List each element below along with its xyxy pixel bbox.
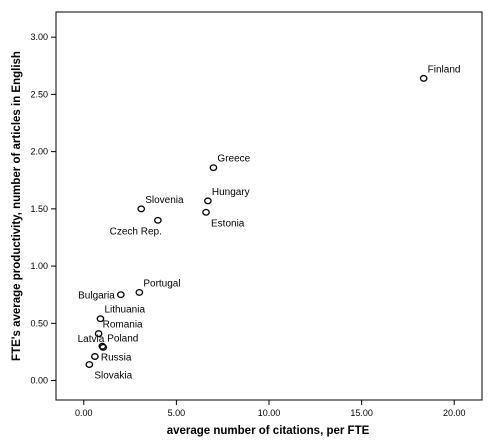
data-point: [99, 343, 108, 351]
point-label: Russia: [101, 353, 132, 364]
point-label: Finland: [428, 64, 461, 75]
data-point: [202, 208, 210, 216]
point-label: Poland: [107, 333, 138, 344]
x-tick-label: 0.00: [75, 408, 93, 418]
y-tick-label: 0.00: [30, 376, 48, 386]
y-tick-label: 2.50: [30, 89, 48, 99]
x-axis: 0.00 5.00 10.00 15.00 20.00: [75, 400, 465, 418]
point-label: Latvia: [78, 334, 105, 345]
y-tick-label: 2.00: [30, 147, 48, 157]
x-axis-title: average number of citations, per FTE: [167, 425, 370, 437]
point-label: Slovenia: [145, 195, 184, 206]
data-points: [85, 74, 428, 368]
y-axis-title: FTE's average productivity, number of ar…: [11, 51, 23, 361]
data-point: [85, 361, 94, 368]
data-point: [137, 205, 146, 213]
data-point: [98, 342, 107, 350]
point-label: Slovakia: [94, 371, 132, 382]
x-tick-label: 5.00: [168, 408, 186, 418]
point-label: Bulgaria: [78, 291, 115, 302]
data-point: [94, 330, 103, 338]
data-point: [419, 74, 428, 82]
point-label: Estonia: [211, 218, 245, 229]
x-tick-label: 15.00: [350, 408, 373, 418]
point-label: Greece: [217, 154, 250, 165]
data-point: [209, 164, 218, 172]
y-tick-label: 3.00: [30, 32, 48, 42]
data-point: [91, 353, 99, 360]
point-label: Czech Rep.: [110, 226, 162, 237]
x-tick-label: 10.00: [258, 408, 281, 418]
data-point: [116, 291, 125, 299]
point-label: Hungary: [212, 187, 250, 198]
y-axis: 0.00 0.50 1.00 1.50 2.00 2.50 3.00: [30, 32, 56, 386]
y-tick-label: 0.50: [30, 318, 48, 328]
point-label: Lithuania: [104, 305, 145, 316]
point-labels: Finland Greece Hungary Slovenia Estonia Czech…: [78, 64, 461, 381]
x-tick-label: 20.00: [443, 408, 466, 418]
data-point: [204, 197, 212, 205]
data-point: [135, 288, 144, 296]
y-tick-label: 1.50: [30, 204, 48, 214]
data-point: [96, 315, 105, 323]
point-label: Romania: [103, 320, 143, 331]
data-point: [154, 216, 162, 224]
y-tick-label: 1.00: [30, 261, 48, 271]
point-label: Portugal: [143, 278, 180, 289]
